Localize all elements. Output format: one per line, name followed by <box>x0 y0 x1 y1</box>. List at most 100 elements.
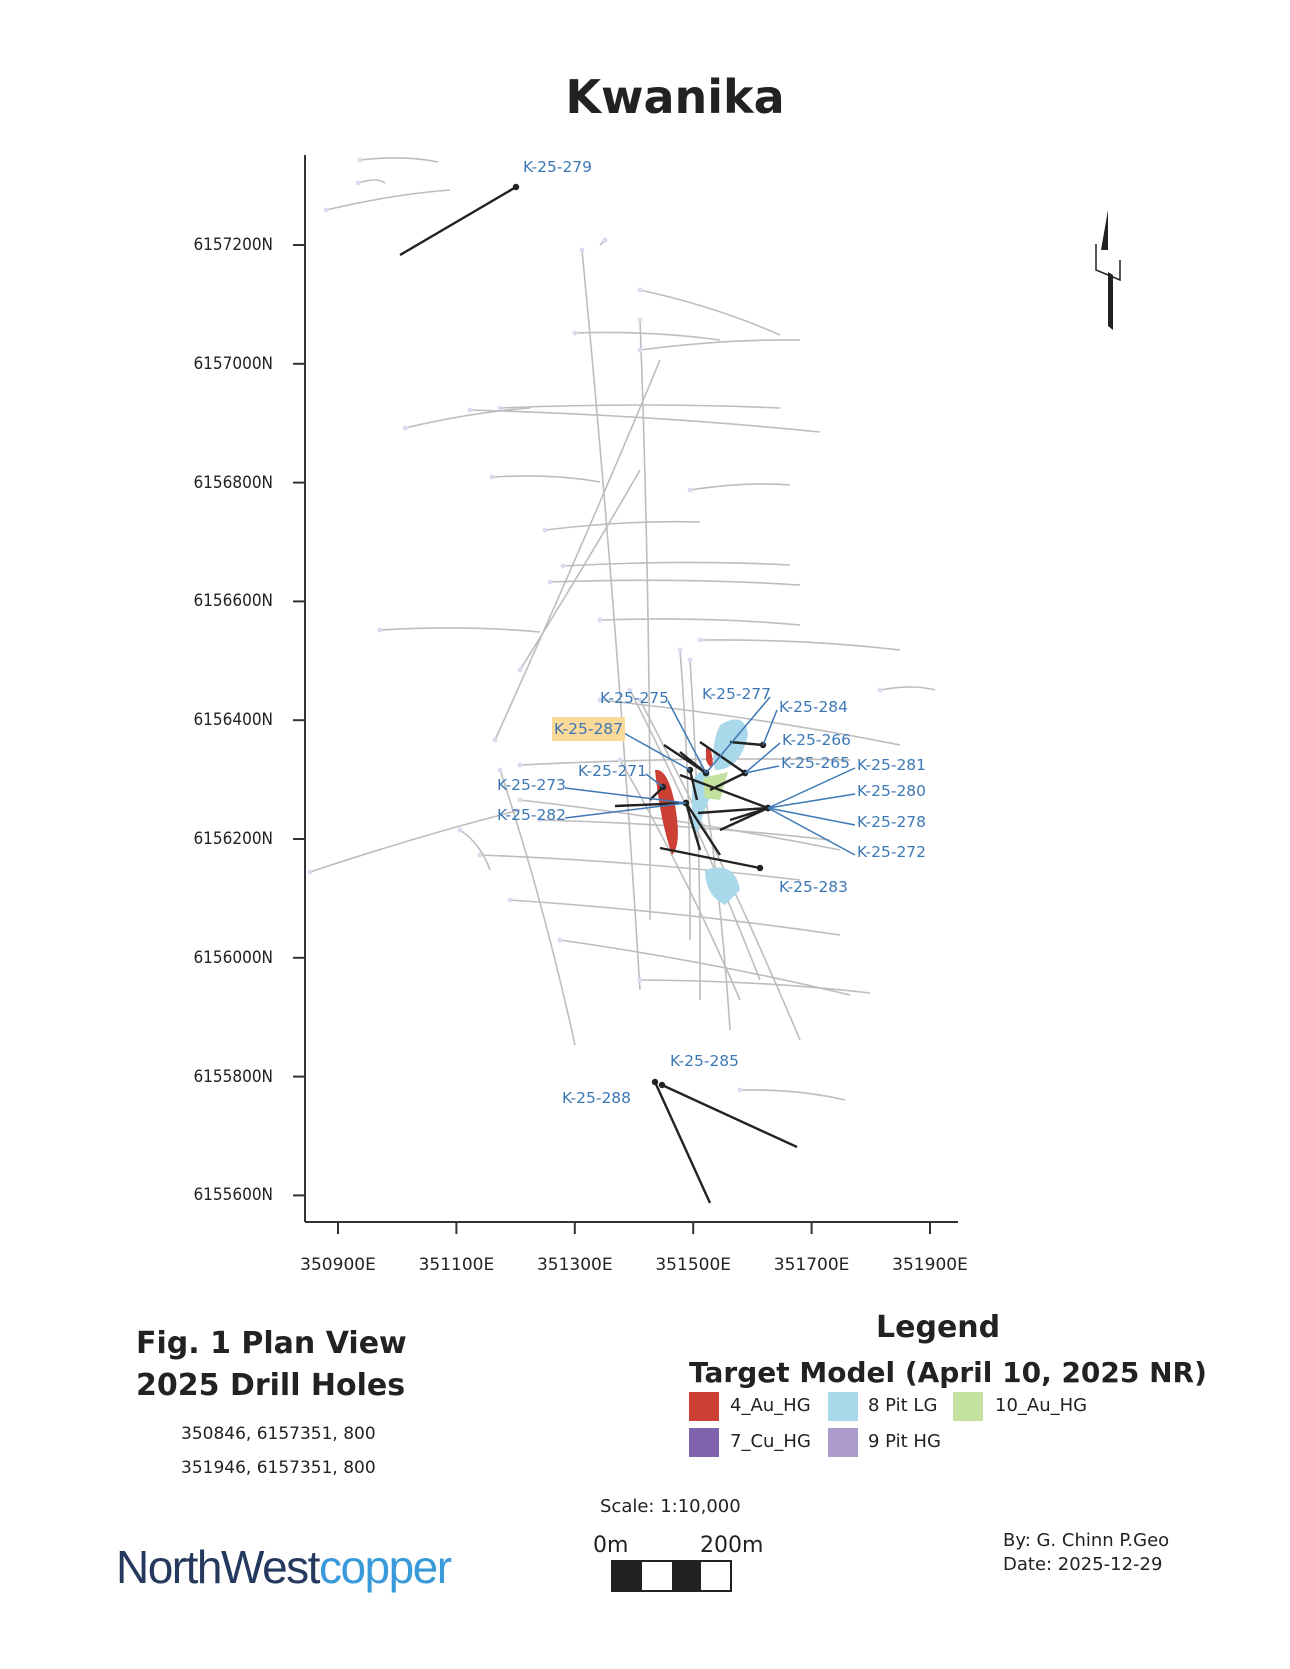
drill-hole-label: K-25-288 <box>562 1089 631 1107</box>
historic-hole-trace <box>699 639 901 651</box>
legend-subtitle: Target Model (April 10, 2025 NR) <box>689 1356 1207 1389</box>
historic-hole-trace <box>639 339 801 351</box>
historic-collar <box>877 687 883 693</box>
new-hole-trace <box>614 801 687 808</box>
drill-hole-label: K-25-283 <box>779 878 848 896</box>
historic-hole-trace <box>479 854 801 881</box>
new-hole-trace <box>653 1081 712 1204</box>
historic-collar <box>377 627 383 633</box>
historic-collar <box>547 579 553 585</box>
historic-hole-trace <box>581 249 641 991</box>
figure-coord-1: 350846, 6157351, 800 <box>181 1424 376 1444</box>
drill-hole-label: K-25-272 <box>857 843 926 861</box>
historic-hole-trace <box>359 157 439 163</box>
new-hole-trace <box>688 769 699 801</box>
historic-hole-trace <box>499 404 781 409</box>
y-tick-label: 6156600N <box>193 591 273 612</box>
historic-collar <box>457 827 463 833</box>
historic-hole-trace <box>459 829 491 871</box>
historic-collar <box>402 425 408 431</box>
x-tick-label: 351300E <box>536 1255 613 1275</box>
map-axes <box>293 155 958 1234</box>
historic-collar <box>637 347 643 353</box>
historic-collar <box>637 697 643 703</box>
historic-hole-trace <box>639 289 781 336</box>
historic-collar <box>355 180 361 186</box>
label-leader-lines <box>564 696 856 856</box>
logo-part2: copper <box>318 1541 452 1593</box>
historic-hole-trace <box>739 1089 846 1101</box>
historic-collar <box>597 617 603 623</box>
scale-bar <box>611 1560 732 1592</box>
leader-line <box>762 709 778 746</box>
drill-hole-label: K-25-285 <box>670 1052 739 1070</box>
historic-hole-trace <box>639 699 801 1041</box>
historic-hole-trace <box>404 407 531 429</box>
legend-swatch <box>689 1392 719 1421</box>
date-credit: Date: 2025-12-29 <box>1003 1554 1163 1575</box>
historic-hole-trace <box>549 579 801 586</box>
historic-collar <box>537 817 543 823</box>
drill-hole-label: K-25-266 <box>782 731 851 749</box>
leader-line <box>564 802 687 819</box>
leader-line <box>667 700 707 774</box>
historic-collar <box>517 797 523 803</box>
new-hole-trace <box>679 751 707 774</box>
historic-collar <box>597 697 603 703</box>
new-hole-trace <box>659 846 761 870</box>
drill-hole-label: K-25-278 <box>857 813 926 831</box>
legend-title: Legend <box>876 1310 1001 1345</box>
historic-hole-trace <box>357 179 386 184</box>
historic-hole-trace <box>544 520 701 531</box>
historic-hole-trace <box>599 699 901 746</box>
drill-hole-labels: K-25-279 K-25-275 K-25-277 K-25-284 K-25-287… <box>497 158 926 1107</box>
x-tick-label: 350900E <box>300 1255 376 1275</box>
figure-title-line2: 2025 Drill Holes <box>136 1368 406 1403</box>
label-highlight <box>552 717 625 741</box>
historic-collar <box>497 405 503 411</box>
legend-swatch <box>953 1392 983 1421</box>
historic-hole-trace <box>539 819 831 841</box>
historic-collar <box>507 897 513 903</box>
y-tick-label: 6156800N <box>193 472 273 493</box>
legend-label: 4_Au_HG <box>730 1395 811 1416</box>
historic-collar <box>542 527 548 533</box>
historic-hole-trace <box>562 561 791 567</box>
new-hole-trace <box>679 773 769 810</box>
legend-label: 8 Pit LG <box>868 1395 938 1416</box>
historic-hole-trace <box>499 769 576 1046</box>
logo-part1: NorthWest <box>116 1541 320 1593</box>
leader-line <box>744 765 780 774</box>
historic-hole-trace <box>639 979 871 994</box>
x-tick-label: 351900E <box>892 1255 968 1275</box>
historic-collar <box>627 687 633 693</box>
new-hole-collar <box>756 864 764 872</box>
new-hole-trace <box>729 740 764 747</box>
historic-collar <box>517 667 523 673</box>
historic-hole-trace <box>509 899 841 936</box>
historic-collar <box>677 647 683 653</box>
legend-label: 10_Au_HG <box>995 1395 1088 1416</box>
historic-collar <box>517 762 523 768</box>
historic-hole-trace <box>639 319 651 921</box>
drill-hole-label: K-25-287 <box>554 720 623 738</box>
historic-hole-trace <box>679 649 691 941</box>
leader-line <box>705 696 771 774</box>
historic-hole-trace <box>599 618 801 626</box>
new-hole-trace <box>399 185 517 257</box>
historic-hole-trace <box>325 189 451 211</box>
historic-collar <box>557 937 563 943</box>
drill-hole-label: K-25-273 <box>497 776 566 794</box>
historic-collar <box>489 474 495 480</box>
historic-collar <box>697 637 703 643</box>
figure-title-line1: Fig. 1 Plan View <box>136 1326 407 1361</box>
drill-hole-label: K-25-275 <box>600 689 669 707</box>
historic-collar <box>637 287 643 293</box>
leader-line <box>767 807 856 826</box>
drill-hole-label: K-25-277 <box>702 685 771 703</box>
legend-label: 7_Cu_HG <box>730 1431 811 1452</box>
historic-hole-trace <box>379 627 541 633</box>
leader-line <box>767 807 856 856</box>
historic-hole-trace <box>494 359 661 741</box>
drill-hole-label: K-25-271 <box>578 762 647 780</box>
